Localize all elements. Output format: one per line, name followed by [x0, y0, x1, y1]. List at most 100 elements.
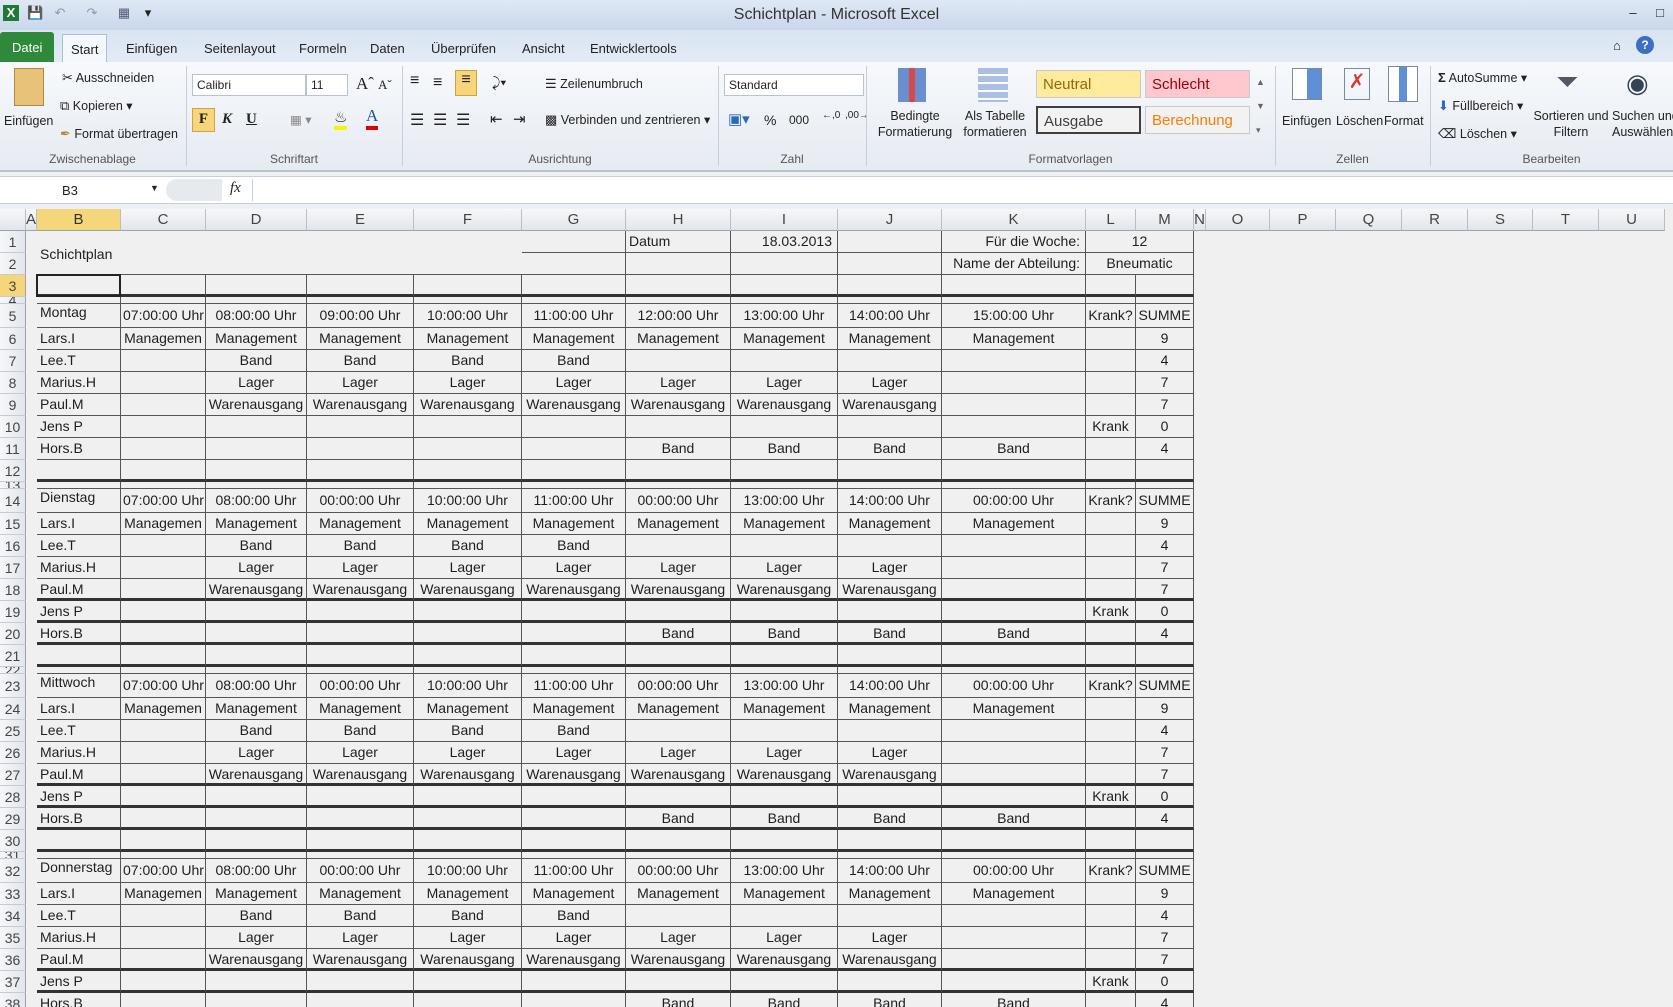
- cell-h36[interactable]: Warenausgang: [626, 949, 731, 971]
- cell-c27[interactable]: [121, 764, 206, 786]
- cell-f28[interactable]: [414, 786, 522, 808]
- cell-l18[interactable]: [1086, 579, 1136, 601]
- cell-l4[interactable]: [1086, 297, 1136, 304]
- help-icon[interactable]: ?: [1636, 36, 1654, 54]
- column-header-c[interactable]: C: [121, 209, 206, 231]
- cell-c18[interactable]: [121, 579, 206, 601]
- column-header-f[interactable]: F: [414, 209, 522, 231]
- cell-g26[interactable]: Lager: [522, 742, 626, 764]
- increase-indent-icon[interactable]: ⇥: [513, 111, 526, 128]
- row-header[interactable]: 17: [0, 557, 26, 579]
- tab-einfuegen[interactable]: Einfügen: [126, 41, 178, 56]
- row-header[interactable]: 24: [0, 698, 26, 720]
- cell-e17[interactable]: Lager: [307, 557, 414, 579]
- autosum-button[interactable]: Σ AutoSumme ▾: [1438, 70, 1528, 85]
- row-header[interactable]: 4: [0, 297, 26, 304]
- cell-f4[interactable]: [414, 297, 522, 304]
- column-header-r[interactable]: R: [1402, 209, 1468, 231]
- cell-d23[interactable]: 08:00:00 Uhr: [206, 674, 307, 698]
- cell-k15[interactable]: Management: [942, 513, 1086, 535]
- cell-k37[interactable]: [942, 971, 1086, 993]
- cell-j28[interactable]: [838, 786, 942, 808]
- cell-k20[interactable]: Band: [942, 623, 1086, 645]
- cell-h38[interactable]: Band: [626, 993, 731, 1007]
- cell-k17[interactable]: [942, 557, 1086, 579]
- name-box[interactable]: B3: [62, 183, 78, 198]
- cell-c6[interactable]: Managemen: [121, 328, 206, 350]
- cell-c20[interactable]: [121, 623, 206, 645]
- cell-l37[interactable]: Krank: [1086, 971, 1136, 993]
- row-header[interactable]: 36: [0, 949, 26, 971]
- cell-m19[interactable]: 0: [1136, 601, 1194, 623]
- cell-f9[interactable]: Warenausgang: [414, 394, 522, 416]
- cell-d22[interactable]: [206, 667, 307, 674]
- delete-cells-button[interactable]: Löschen: [1336, 114, 1384, 128]
- cell-d32[interactable]: 08:00:00 Uhr: [206, 859, 307, 883]
- cell-k3[interactable]: [942, 275, 1086, 297]
- column-header-p[interactable]: P: [1270, 209, 1336, 231]
- cell-b37[interactable]: Jens P: [37, 971, 121, 993]
- cell-e15[interactable]: Management: [307, 513, 414, 535]
- cell-f37[interactable]: [414, 971, 522, 993]
- cell-l6[interactable]: [1086, 328, 1136, 350]
- cell-l28[interactable]: Krank: [1086, 786, 1136, 808]
- cell-e28[interactable]: [307, 786, 414, 808]
- cell-k33[interactable]: Management: [942, 883, 1086, 905]
- cell-i23[interactable]: 13:00:00 Uhr: [731, 674, 838, 698]
- cell-d5[interactable]: 08:00:00 Uhr: [206, 304, 307, 328]
- cell-g31[interactable]: [522, 852, 626, 859]
- spreadsheet-grid[interactable]: A B C D E F G H I J K L M N O P Q R S T U 1 Schichtplan Datum 18…: [0, 209, 1673, 1007]
- cell-h17[interactable]: Lager: [626, 557, 731, 579]
- cell-j18[interactable]: Warenausgang: [838, 579, 942, 601]
- cell-k14[interactable]: 00:00:00 Uhr: [942, 489, 1086, 513]
- cell-d33[interactable]: Management: [206, 883, 307, 905]
- cell-l2[interactable]: Bneumatic: [1086, 253, 1194, 275]
- cell-g20[interactable]: [522, 623, 626, 645]
- cell-i20[interactable]: Band: [731, 623, 838, 645]
- cell-e11[interactable]: [307, 438, 414, 460]
- cell-f10[interactable]: [414, 416, 522, 438]
- cell-h15[interactable]: Management: [626, 513, 731, 535]
- row-header[interactable]: 33: [0, 883, 26, 905]
- cell-d12[interactable]: [206, 460, 307, 482]
- cell-g33[interactable]: Management: [522, 883, 626, 905]
- cell-j9[interactable]: Warenausgang: [838, 394, 942, 416]
- cell-j21[interactable]: [838, 645, 942, 667]
- cell-j14[interactable]: 14:00:00 Uhr: [838, 489, 942, 513]
- cell-m20[interactable]: 4: [1136, 623, 1194, 645]
- column-header-u[interactable]: U: [1599, 209, 1665, 231]
- cell-h29[interactable]: Band: [626, 808, 731, 830]
- cell-i28[interactable]: [731, 786, 838, 808]
- row-header[interactable]: 35: [0, 927, 26, 949]
- row-header[interactable]: 18: [0, 579, 26, 601]
- cell-c25[interactable]: [121, 720, 206, 742]
- cell-l3[interactable]: [1086, 275, 1136, 297]
- cell-k11[interactable]: Band: [942, 438, 1086, 460]
- cell-k7[interactable]: [942, 350, 1086, 372]
- italic-button[interactable]: K: [222, 111, 233, 127]
- cell-f23[interactable]: 10:00:00 Uhr: [414, 674, 522, 698]
- cell-m33[interactable]: 9: [1136, 883, 1194, 905]
- cell-f1[interactable]: [414, 231, 522, 253]
- cell-b8[interactable]: Marius.H: [37, 372, 121, 394]
- cell-e38[interactable]: [307, 993, 414, 1007]
- cell-h31[interactable]: [626, 852, 731, 859]
- cell-k19[interactable]: [942, 601, 1086, 623]
- cell-l38[interactable]: [1086, 993, 1136, 1007]
- cell-f16[interactable]: Band: [414, 535, 522, 557]
- cell-f3[interactable]: [414, 275, 522, 297]
- row-header[interactable]: 38: [0, 993, 26, 1007]
- cell-f20[interactable]: [414, 623, 522, 645]
- row-header[interactable]: 23: [0, 674, 26, 698]
- cell-l33[interactable]: [1086, 883, 1136, 905]
- cell-g24[interactable]: Management: [522, 698, 626, 720]
- cell-b13[interactable]: [37, 482, 121, 489]
- cell-j1[interactable]: [838, 231, 942, 253]
- row-header[interactable]: 12: [0, 460, 26, 482]
- row-header[interactable]: 8: [0, 372, 26, 394]
- cell-i9[interactable]: Warenausgang: [731, 394, 838, 416]
- cell-m26[interactable]: 7: [1136, 742, 1194, 764]
- cell-b33[interactable]: Lars.I: [37, 883, 121, 905]
- cell-g15[interactable]: Management: [522, 513, 626, 535]
- cell-k32[interactable]: 00:00:00 Uhr: [942, 859, 1086, 883]
